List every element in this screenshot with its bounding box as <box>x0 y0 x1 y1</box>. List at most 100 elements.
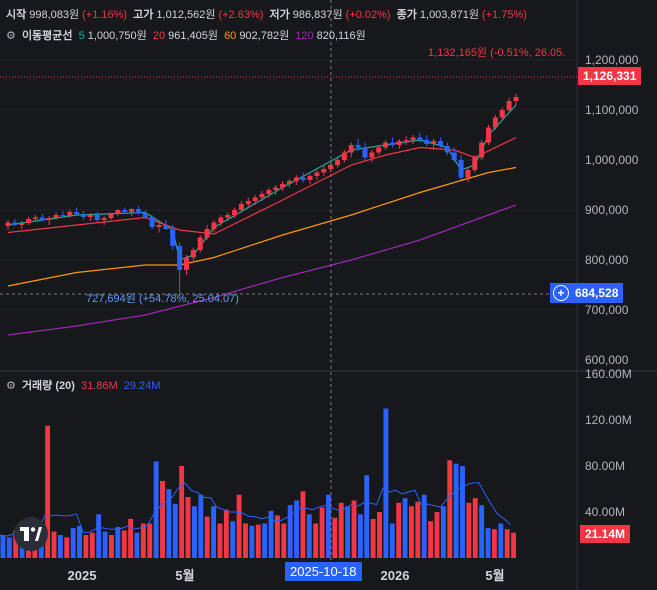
ma120-line <box>7 204 517 336</box>
candle-body <box>19 223 25 225</box>
volume-bar <box>383 408 389 558</box>
candle-body <box>362 147 368 158</box>
candle-body <box>197 237 203 250</box>
ma60-line <box>7 166 517 287</box>
candle-body <box>115 210 121 214</box>
add-alert-icon[interactable]: + <box>553 285 569 301</box>
ma20-period: 20 <box>152 30 166 42</box>
volume-bar <box>109 535 114 558</box>
volume-value: 31.86M <box>80 380 118 392</box>
candle-body <box>238 204 244 210</box>
volume-bar <box>211 506 217 558</box>
ma120-value: 820,116원 <box>316 30 366 42</box>
high-change: (+2.63%) <box>218 9 264 21</box>
volume-bar <box>402 498 408 558</box>
candle-body <box>458 160 464 178</box>
volume-bar <box>51 531 57 558</box>
candle-body <box>183 257 189 270</box>
volume-bar <box>223 509 229 558</box>
volume-bar <box>434 512 440 558</box>
tradingview-logo[interactable] <box>14 517 48 551</box>
open-label: 시작 <box>6 9 27 21</box>
candle-body <box>94 215 100 220</box>
candle-body <box>149 217 155 227</box>
volume-bar <box>313 523 319 558</box>
candle-body <box>266 190 272 194</box>
volume-bar <box>255 524 261 558</box>
open-value: 998,083원 <box>29 9 80 21</box>
time-tick-label: 2025 <box>68 568 97 583</box>
candle-body <box>26 219 32 223</box>
crosshair-price-value: 684,528 <box>575 286 619 300</box>
volume-settings-icon[interactable]: ⚙ <box>6 380 16 392</box>
crosshair-price-badge[interactable]: +684,528 <box>550 283 624 303</box>
time-tick-label: 2026 <box>381 568 410 583</box>
candle-body <box>156 225 162 227</box>
volume-bar <box>370 518 376 558</box>
candle-body <box>506 101 512 110</box>
close-change: (+1.75%) <box>481 9 527 21</box>
volume-bar <box>249 525 255 558</box>
candle-body <box>225 215 231 218</box>
candle-body <box>307 176 313 180</box>
close-label: 종가 <box>396 9 417 21</box>
volume-ma-value: 29.24M <box>123 380 161 392</box>
time-tick-label: 5월 <box>485 568 504 583</box>
volume-bar <box>89 532 95 558</box>
candle-body <box>417 137 423 140</box>
volume-bar <box>121 530 127 558</box>
ma120-period: 120 <box>295 30 314 42</box>
open-change: (+1.16%) <box>82 9 128 21</box>
candle-body <box>293 177 299 181</box>
low-annotation: 727,694원 (+54.78%, 25.04.07) <box>86 293 239 305</box>
candle-body <box>286 181 292 184</box>
candle-body <box>245 201 251 204</box>
volume-bar <box>115 526 121 558</box>
volume-bar <box>447 460 453 558</box>
volume-bar <box>504 529 510 558</box>
volume-bar <box>0 535 6 558</box>
volume-bar <box>306 514 312 558</box>
volume-bar <box>102 531 108 558</box>
volume-bar <box>332 517 338 558</box>
volume-bar <box>140 523 146 558</box>
volume-bar <box>485 528 491 558</box>
candle-body <box>403 140 409 141</box>
candle-body <box>465 170 471 178</box>
volume-bar <box>421 494 427 558</box>
candle-body <box>252 197 258 201</box>
low-value: 986,837원 <box>292 9 343 21</box>
candle-body <box>142 213 148 217</box>
volume-bar <box>204 516 210 558</box>
ma-settings-icon[interactable]: ⚙ <box>6 30 16 42</box>
candle-body <box>60 215 66 216</box>
volume-bar <box>70 528 76 558</box>
candle-body <box>5 222 11 226</box>
volume-bar <box>262 523 268 558</box>
volume-bar <box>396 502 402 558</box>
candle-body <box>211 222 217 229</box>
crosshair-date-badge: 2025-10-18 <box>285 562 362 581</box>
ma-label: 이동평균선 <box>21 30 73 42</box>
volume-bar <box>236 494 242 558</box>
candle-body <box>163 225 169 229</box>
volume-tick-label: 160.00M <box>585 367 632 381</box>
volume-bar <box>160 480 165 558</box>
volume-legend: ⚙ 거래량 (20) 31.86M 29.24M <box>6 377 163 393</box>
volume-bar <box>466 502 472 558</box>
candle-body <box>431 141 437 144</box>
candle-body <box>129 209 135 212</box>
volume-bar <box>64 537 70 558</box>
volume-bar <box>428 521 434 558</box>
volume-bar <box>268 510 274 558</box>
candle-body <box>170 229 176 246</box>
low-change: (+0.02%) <box>345 9 391 21</box>
volume-bar <box>185 497 191 558</box>
candle-body <box>204 229 210 238</box>
candle-body <box>218 217 224 223</box>
tradingview-icon <box>20 527 42 541</box>
ohlc-legend: 시작 998,083원 (+1.16%) 고가 1,012,562원 (+2.63%) … <box>6 6 530 22</box>
candle-body <box>328 165 334 169</box>
candle-body <box>190 250 196 258</box>
